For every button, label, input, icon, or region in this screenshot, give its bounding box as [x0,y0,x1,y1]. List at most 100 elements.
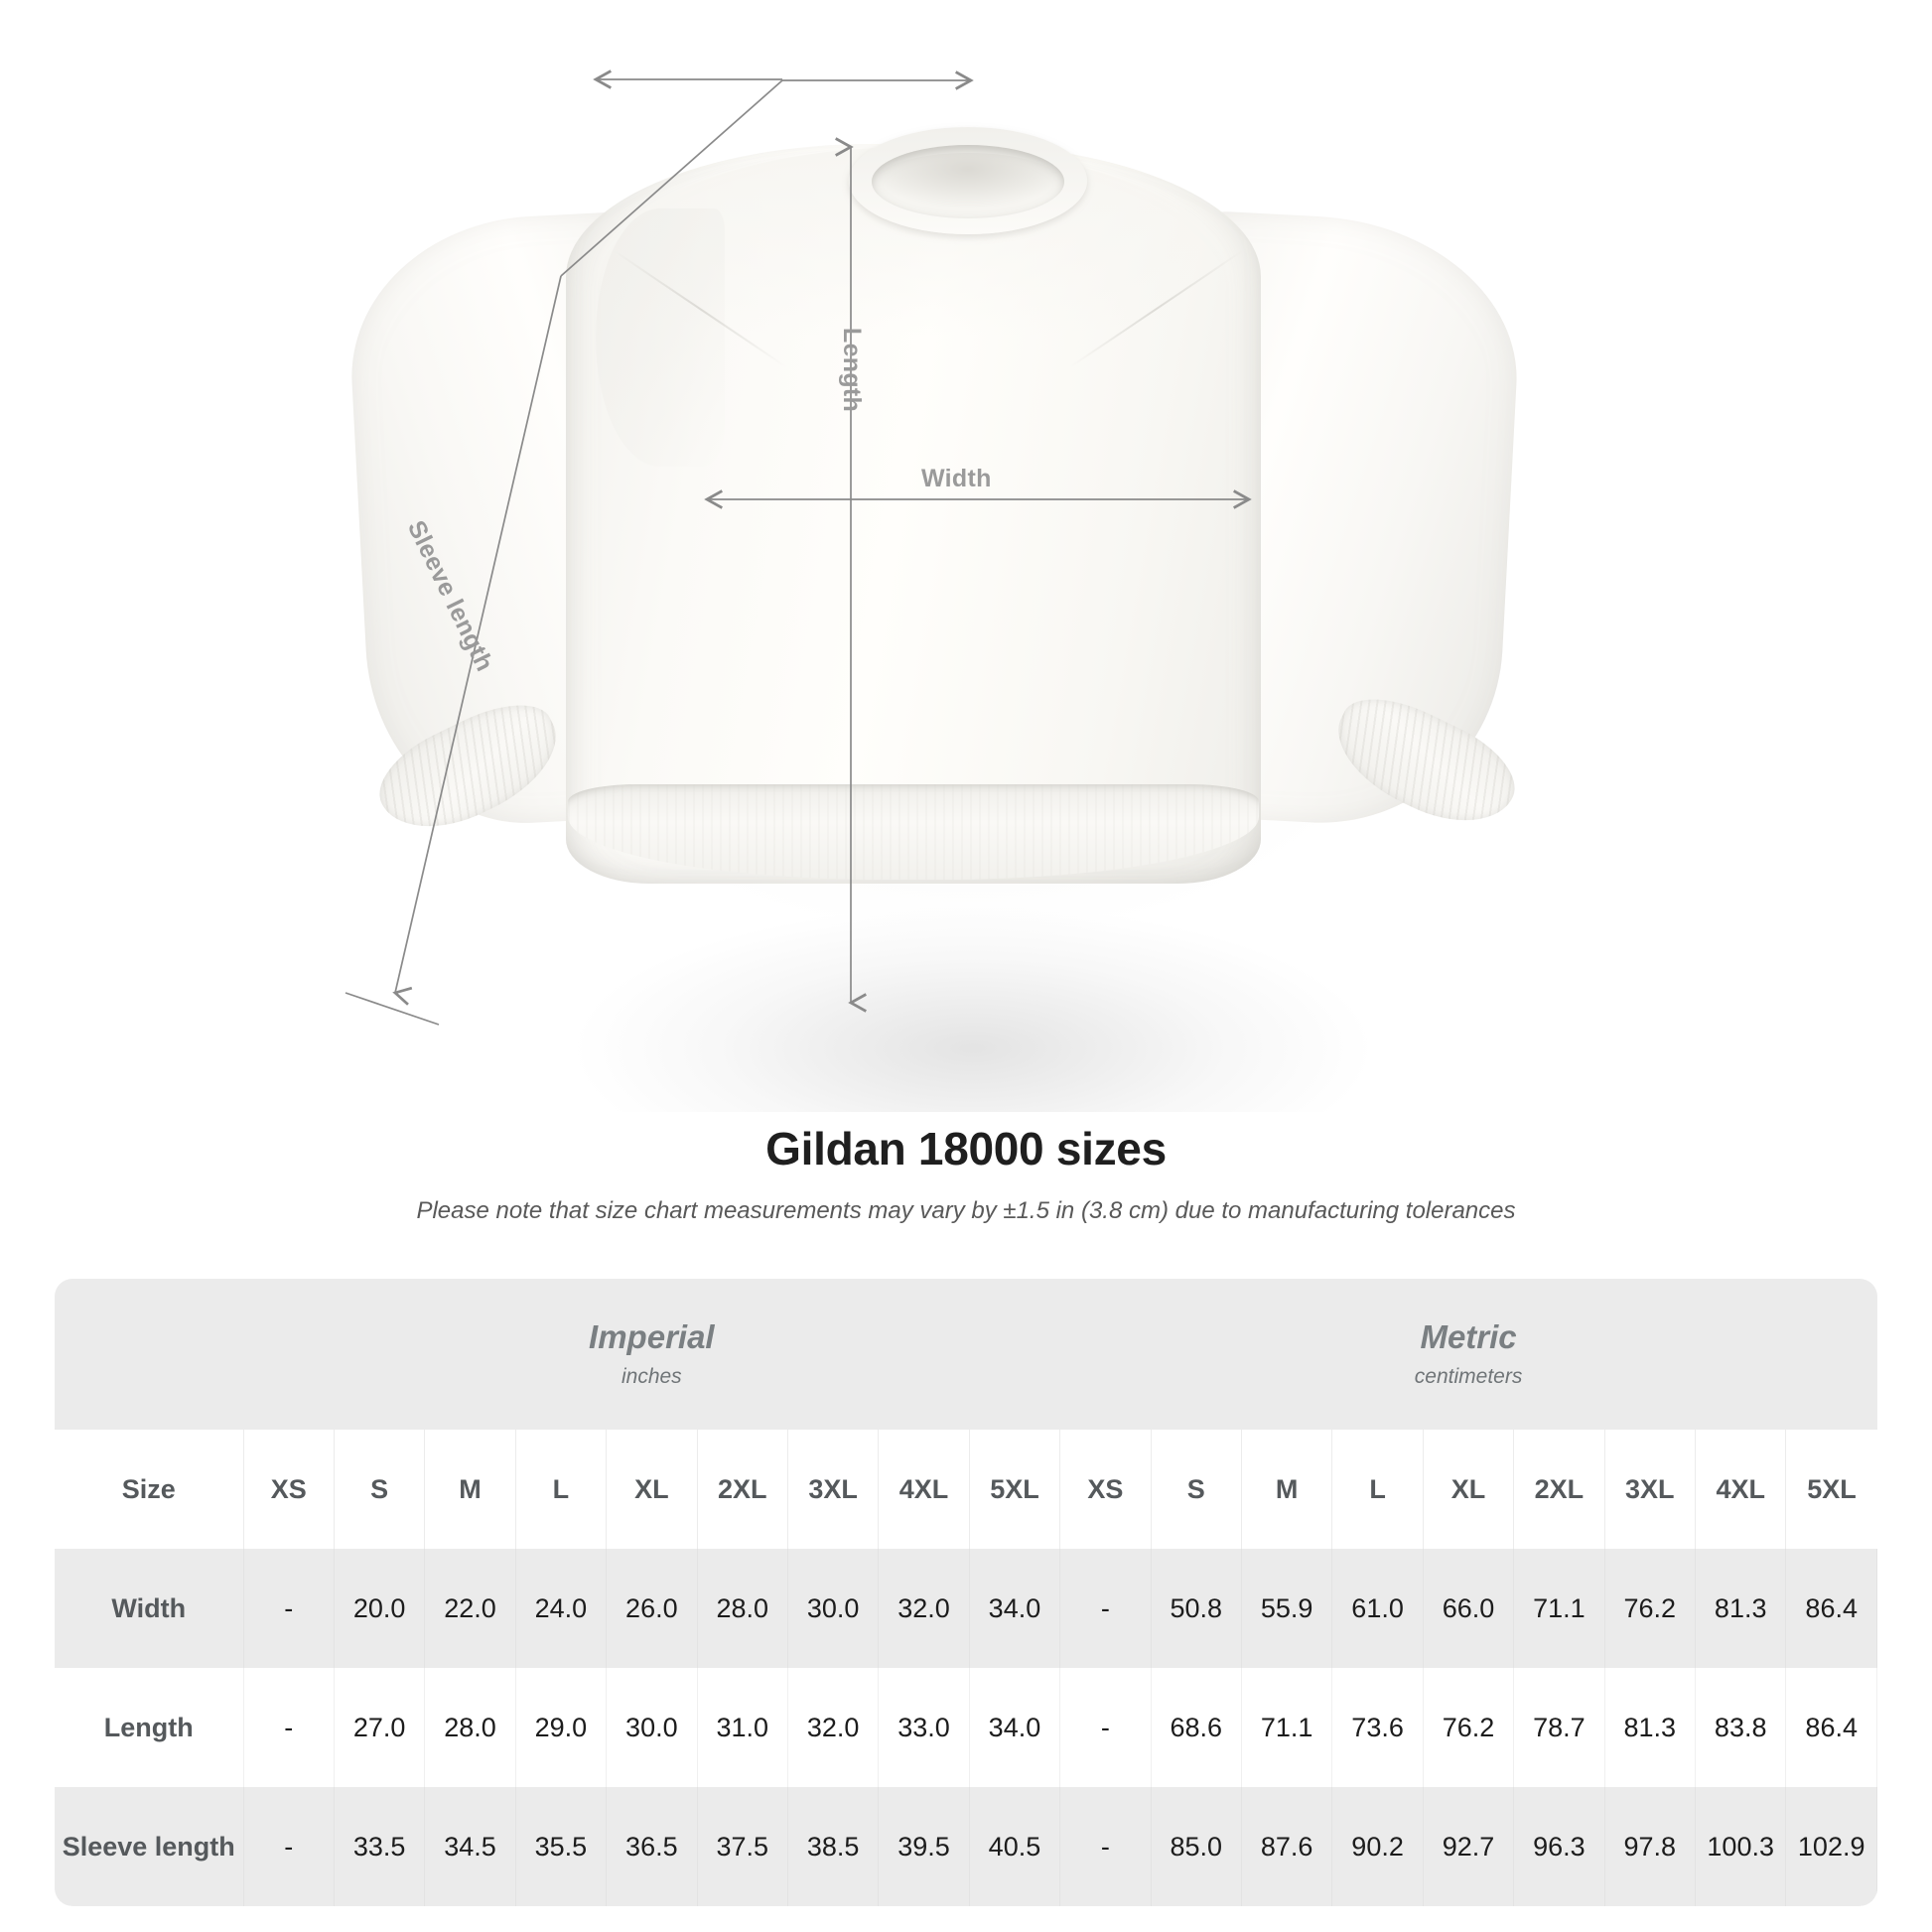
measurement-cell: 87.6 [1241,1787,1333,1906]
measurement-cell: 37.5 [697,1787,788,1906]
size-header-cell: L [1331,1430,1424,1549]
measurement-cell: 86.4 [1785,1549,1877,1668]
measurement-cell: 73.6 [1331,1668,1424,1787]
measurement-cell: - [1059,1668,1152,1787]
measurement-cell: 33.0 [878,1668,970,1787]
measurement-cell: 30.0 [787,1549,880,1668]
measurement-cell: 33.5 [334,1787,426,1906]
size-chart-table-wrap: Imperial inches Metric centimeters Size XS S M L… [55,1279,1877,1906]
bottom-hem-rib [568,784,1259,880]
measurement-cell: 22.0 [424,1549,516,1668]
unit-name: Metric [1420,1318,1517,1356]
measurement-cell: 32.0 [878,1549,970,1668]
size-header-cell: 3XL [1604,1430,1697,1549]
unit-subtitle: centimeters [1414,1364,1523,1388]
measurement-cell: - [1059,1787,1152,1906]
left-sleeve-fold [596,208,725,467]
measurement-cell: - [243,1787,335,1906]
measurement-cell: 28.0 [697,1549,788,1668]
measurement-cell: 97.8 [1604,1787,1697,1906]
size-header-cell: M [424,1430,516,1549]
measurement-cell: 83.8 [1695,1668,1787,1787]
size-header-cell: XL [606,1430,698,1549]
size-header-cell: S [334,1430,426,1549]
measurement-cell: 24.0 [515,1549,608,1668]
measurement-cell: 30.0 [606,1668,698,1787]
title-block: Gildan 18000 sizes Please note that size… [0,1122,1932,1225]
measurement-cell: 38.5 [787,1787,880,1906]
size-header-cell: 5XL [969,1430,1061,1549]
measurement-cell: 31.0 [697,1668,788,1787]
measurement-cell: 81.3 [1604,1668,1697,1787]
length-measurement-label: Length [838,328,866,413]
row-label-sleeve-length: Sleeve length [55,1787,244,1906]
measurement-cell: 29.0 [515,1668,608,1787]
size-chart-table: Imperial inches Metric centimeters Size XS S M L… [55,1279,1877,1906]
size-header-cell: 4XL [878,1430,970,1549]
measurement-cell: 34.5 [424,1787,516,1906]
row-label-width: Width [55,1549,244,1668]
size-header-cell: M [1241,1430,1333,1549]
page-title: Gildan 18000 sizes [765,1123,1167,1174]
measurement-cell: 28.0 [424,1668,516,1787]
size-header-label: Size [55,1430,244,1549]
table-row: Width -20.0 22.0 24.0 26.0 28.0 30.0 32.0 34.0-5… [55,1549,1877,1668]
measurement-cell: 68.6 [1151,1668,1242,1787]
unit-header-imperial: Imperial inches [243,1279,1060,1430]
size-header-cell: 4XL [1695,1430,1787,1549]
size-header-cell: 3XL [787,1430,880,1549]
measurement-cell: 34.0 [969,1668,1061,1787]
measurement-cell: - [243,1668,335,1787]
size-header-cell: XS [1059,1430,1152,1549]
measurement-cell: 92.7 [1423,1787,1515,1906]
measurement-cell: 71.1 [1241,1668,1333,1787]
tolerance-note: Please note that size chart measurements… [416,1197,1516,1224]
size-header-cell: 5XL [1785,1430,1877,1549]
unit-subtitle: inches [621,1364,682,1388]
unit-name: Imperial [589,1318,715,1356]
measurement-cell: 86.4 [1785,1668,1877,1787]
measurement-cell: - [1059,1549,1152,1668]
size-header-cell: 2XL [697,1430,788,1549]
measurement-cell: 90.2 [1331,1787,1424,1906]
measurement-cell: 32.0 [787,1668,880,1787]
table-row: Sleeve length -33.5 34.5 35.5 36.5 37.5 38.5 39… [55,1787,1877,1906]
measurement-cell: 85.0 [1151,1787,1242,1906]
size-header-cell: L [515,1430,608,1549]
measurement-cell: 61.0 [1331,1549,1424,1668]
size-header-cell: XL [1423,1430,1515,1549]
measurement-cell: 35.5 [515,1787,608,1906]
measurement-cell: 81.3 [1695,1549,1787,1668]
measurement-cell: 66.0 [1423,1549,1515,1668]
measurement-cell: 71.1 [1513,1549,1605,1668]
measurement-cell: 102.9 [1785,1787,1877,1906]
measurement-cell: 76.2 [1604,1549,1697,1668]
measurement-cell: 100.3 [1695,1787,1787,1906]
measurement-cell: 55.9 [1241,1549,1333,1668]
measurement-cell: 26.0 [606,1549,698,1668]
unit-header-metric: Metric centimeters [1059,1279,1877,1430]
measurement-cell: 39.5 [878,1787,970,1906]
product-photo-area: Length Width Sleeve length [0,0,1932,1142]
measurement-cell: 34.0 [969,1549,1061,1668]
measurement-cell: 27.0 [334,1668,426,1787]
measurement-cell: 96.3 [1513,1787,1605,1906]
size-header-cell: XS [243,1430,335,1549]
size-header-cell: 2XL [1513,1430,1605,1549]
measurement-cell: 76.2 [1423,1668,1515,1787]
measurement-cell: 36.5 [606,1787,698,1906]
size-header-row: Size XS S M L XL 2XL 3XL 4XL 5XL XS S M L XL 2XL 3XL 4XL 5… [55,1430,1877,1549]
measurement-cell: 50.8 [1151,1549,1242,1668]
measurement-cell: 40.5 [969,1787,1061,1906]
collar-inner-shadow [877,153,1059,208]
measurement-cell: 78.7 [1513,1668,1605,1787]
unit-banner-row: Imperial inches Metric centimeters [55,1279,1877,1430]
size-header-cell: S [1151,1430,1242,1549]
row-label-length: Length [55,1668,244,1787]
unit-row-spacer [55,1279,243,1430]
width-measurement-label: Width [921,465,992,492]
table-row: Length -27.0 28.0 29.0 30.0 31.0 32.0 33.0 34.0-… [55,1668,1877,1787]
measurement-cell: - [243,1549,335,1668]
sweatshirt-illustration [298,99,1648,894]
measurement-cell: 20.0 [334,1549,426,1668]
